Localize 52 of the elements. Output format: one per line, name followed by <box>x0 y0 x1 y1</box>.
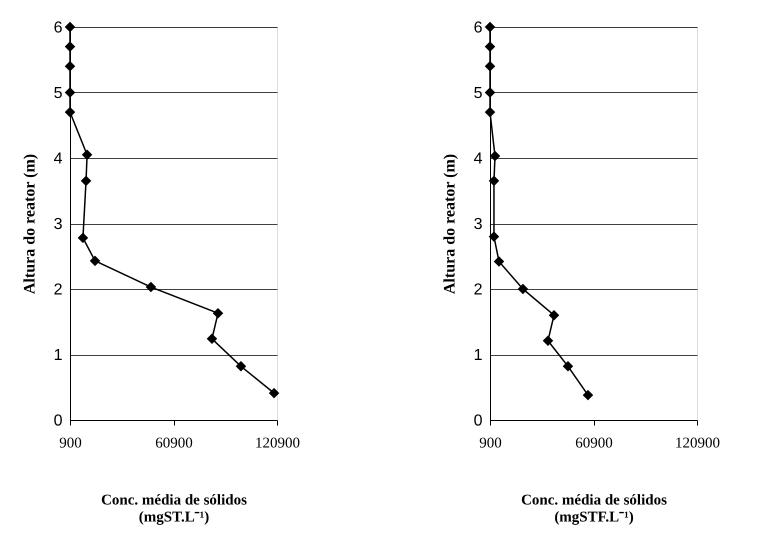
y-tick-label: 3 <box>474 216 483 233</box>
x-tick-label: 120900 <box>255 436 300 452</box>
point <box>582 390 594 400</box>
point <box>484 41 496 52</box>
point <box>64 41 76 52</box>
y-tick-label: 1 <box>474 347 483 364</box>
point <box>490 150 500 162</box>
x-axis-title: Conc. média de sólidos (mgST.L⁻¹) <box>101 492 248 526</box>
point <box>80 176 92 186</box>
point <box>562 361 574 372</box>
y-tick-label: 4 <box>54 150 63 168</box>
y-tick-label: 0 <box>474 412 483 430</box>
x-tick-label: 60900 <box>575 436 613 452</box>
y-tick-label: 5 <box>474 85 483 102</box>
point <box>146 282 156 292</box>
point <box>518 284 528 294</box>
point <box>494 256 504 267</box>
y-tick-label: 1 <box>54 347 63 364</box>
point <box>78 232 88 244</box>
x-axis-title: Conc. média de sólidos (mgSTF.L⁻¹) <box>521 492 668 526</box>
y-axis-title: Altura do reator (m) <box>22 154 39 294</box>
point <box>484 61 496 72</box>
point <box>90 256 100 266</box>
point <box>542 336 554 346</box>
y-tick-label: 2 <box>54 282 63 298</box>
point <box>484 106 496 118</box>
point <box>206 334 218 344</box>
point <box>64 106 76 118</box>
x-tick-label: 900 <box>479 436 502 452</box>
y-tick-label: 3 <box>54 216 63 233</box>
point <box>548 310 560 320</box>
y-tick-label: 6 <box>474 20 483 36</box>
x-tick-label: 900 <box>59 436 82 452</box>
y-tick-label: 6 <box>54 20 63 36</box>
y-tick-label: 5 <box>54 85 63 102</box>
point <box>212 308 224 318</box>
point <box>484 22 496 32</box>
y-axis-title: Altura do reator (m) <box>442 154 459 294</box>
point <box>64 61 76 72</box>
point <box>268 388 280 398</box>
y-tick-label: 0 <box>54 412 63 430</box>
x-tick-label: 60900 <box>155 436 193 452</box>
x-tick-label: 120900 <box>675 436 720 452</box>
point <box>236 361 246 372</box>
point <box>488 231 500 242</box>
y-tick-label: 4 <box>474 150 483 168</box>
y-tick-label: 2 <box>474 282 483 298</box>
point <box>484 87 496 98</box>
point <box>64 22 76 32</box>
point <box>488 176 500 186</box>
point <box>64 87 76 98</box>
point <box>82 149 92 160</box>
